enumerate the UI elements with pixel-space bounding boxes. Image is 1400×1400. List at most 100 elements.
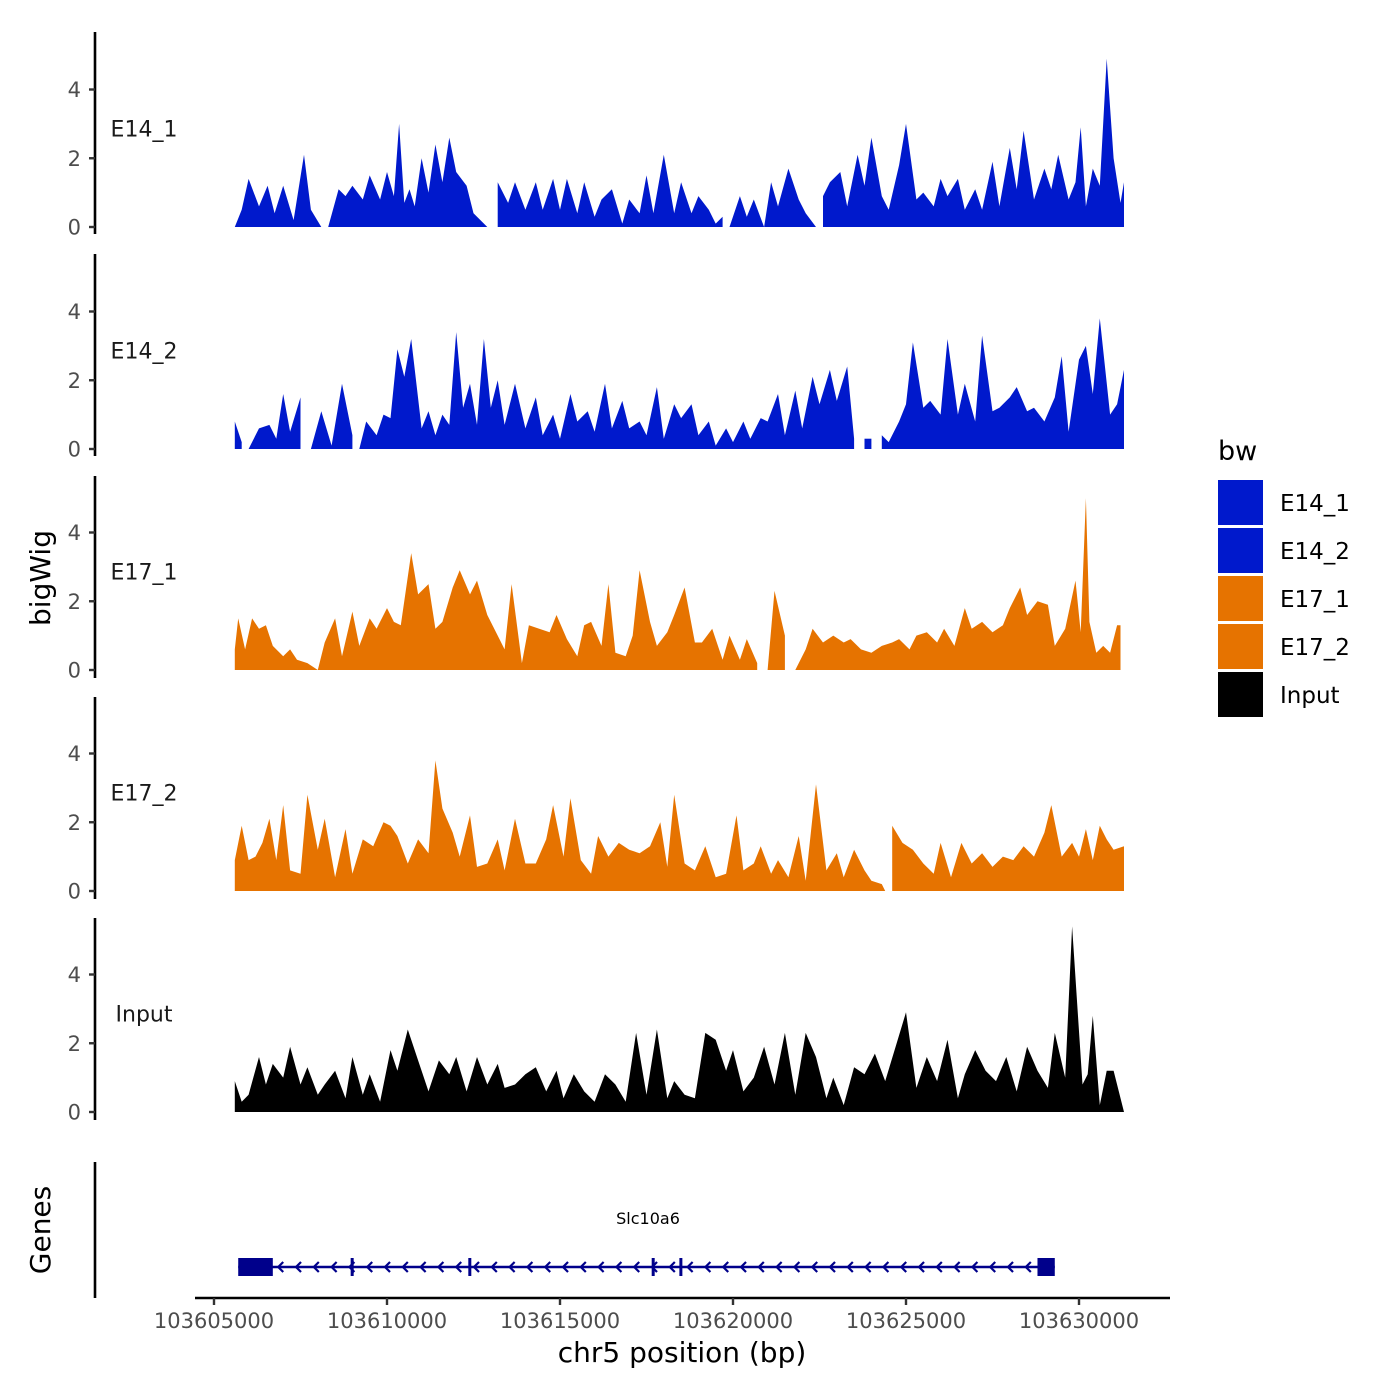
gene-strand-arrow xyxy=(490,1261,498,1273)
gene-strand-arrow xyxy=(703,1261,712,1273)
legend-key-E17_2 xyxy=(1218,624,1263,669)
gene-strand-arrow xyxy=(792,1261,801,1273)
x-axis-tick-label: 103620000 xyxy=(673,1309,793,1333)
track-label-E14_1: E14_1 xyxy=(111,117,178,142)
track-Input-panel: 0 2 4 Input xyxy=(68,918,1125,1125)
gene-exon-5 xyxy=(1037,1258,1055,1276)
track-E14_1-area-3 xyxy=(729,168,816,227)
track-E14_2-y-tick-label: 4 xyxy=(68,300,81,324)
track-Input-y-tick-label: 2 xyxy=(68,1032,81,1056)
tracks-layer: 0 2 4 E14_1 0 2 4 E14_2 0 2 4 E17_1 0 2 4 E17_2 0 2 4 Input xyxy=(68,32,1125,1125)
gene-strand-arrow xyxy=(579,1261,587,1273)
track-E14_2-area-1 xyxy=(248,394,301,449)
gene-strand-arrow xyxy=(365,1261,373,1273)
track-label-E17_1: E17_1 xyxy=(111,560,178,585)
track-E17_2-panel: 0 2 4 E17_2 xyxy=(68,697,1124,904)
track-E17_1-y-tick-label: 2 xyxy=(68,590,81,614)
track-E14_1-y-tick-label: 4 xyxy=(68,78,81,102)
track-label-E14_2: E14_2 xyxy=(111,339,178,364)
gene-strand-arrow xyxy=(828,1261,836,1273)
gene-exon-1 xyxy=(350,1258,354,1276)
gene-panel: Slc10a6 xyxy=(93,1162,1055,1298)
legend-title: bw xyxy=(1218,436,1257,467)
track-E14_1-y-tick-label: 0 xyxy=(68,216,81,240)
track-label-E17_2: E17_2 xyxy=(111,781,178,806)
x-axis-tick-label: 103610000 xyxy=(327,1309,447,1333)
legend-label-E17_1: E17_1 xyxy=(1280,587,1350,613)
gene-strand-arrow xyxy=(775,1261,783,1273)
legend-label-E14_1: E14_1 xyxy=(1280,491,1350,517)
track-E14_2-panel: 0 2 4 E14_2 xyxy=(68,254,1124,462)
x-axis-title: chr5 position (bp) xyxy=(558,1336,807,1369)
track-E14_1-y-tick-label: 2 xyxy=(68,147,81,171)
gene-exon-0 xyxy=(238,1258,273,1276)
track-E14_1-area-4 xyxy=(823,58,1124,227)
x-axis-tick-label: 103630000 xyxy=(1019,1309,1139,1333)
track-E14_1-panel: 0 2 4 E14_1 xyxy=(68,32,1124,240)
track-E17_2-y-tick-label: 4 xyxy=(68,742,81,766)
gene-strand-arrow xyxy=(846,1261,854,1273)
gene-strand-arrow xyxy=(472,1261,480,1273)
x-axis-tick-label: 103605000 xyxy=(154,1309,274,1333)
gene-strand-arrow xyxy=(312,1261,320,1273)
legend-label-Input: Input xyxy=(1280,683,1340,709)
gene-strand-arrow xyxy=(294,1261,302,1273)
gene-strand-arrow xyxy=(881,1261,890,1273)
legend-key-E14_2 xyxy=(1218,528,1263,573)
gene-strand-arrow xyxy=(632,1261,640,1273)
track-E14_2-y-tick-label: 0 xyxy=(68,438,81,462)
track-E17_1-area-0 xyxy=(234,553,758,670)
gene-strand-arrow xyxy=(686,1261,694,1273)
gene-strand-arrow xyxy=(508,1261,516,1273)
track-E17_1-area-1 xyxy=(767,590,785,670)
track-label-Input: Input xyxy=(116,1002,173,1027)
gene-strand-arrow xyxy=(1024,1261,1032,1273)
gene-strand-arrow xyxy=(739,1261,747,1273)
track-E14_2-area-5 xyxy=(881,318,1124,449)
gene-strand-arrow xyxy=(597,1261,605,1273)
gene-exon-3 xyxy=(651,1258,655,1276)
gene-exon-4 xyxy=(679,1258,683,1276)
gene-strand-arrow xyxy=(1006,1261,1014,1273)
gene-strand-arrow xyxy=(970,1261,979,1273)
y-axis-title: bigWig xyxy=(24,530,57,626)
legend-key-E14_1 xyxy=(1218,480,1263,525)
gene-strand-arrow xyxy=(543,1261,551,1273)
gene-strand-arrow xyxy=(864,1261,872,1273)
track-E14_1-area-1 xyxy=(328,123,488,227)
track-E14_2-y-tick-label: 2 xyxy=(68,369,81,393)
track-E17_2-area-1 xyxy=(892,805,1124,891)
x-axis-tick-label: 103625000 xyxy=(846,1309,966,1333)
gene-strand-arrow xyxy=(810,1261,818,1273)
track-E17_2-area-0 xyxy=(234,760,886,891)
x-axis: chr5 position (bp) 103605000 103610000 103… xyxy=(154,1296,1170,1369)
gene-strand-arrow xyxy=(757,1261,765,1273)
gene-label: Slc10a6 xyxy=(616,1209,680,1228)
legend-label-E14_2: E14_2 xyxy=(1280,539,1350,565)
track-E14_1-area-2 xyxy=(497,154,723,227)
track-E14_2-area-0 xyxy=(234,421,242,449)
track-E14_2-area-2 xyxy=(310,383,353,449)
gene-strand-arrow xyxy=(614,1261,623,1273)
track-E17_1-area-2 xyxy=(795,498,1121,670)
gene-strand-arrow xyxy=(953,1261,961,1273)
track-E17_1-y-tick-label: 0 xyxy=(68,659,81,683)
track-Input-area-0 xyxy=(234,926,1125,1112)
legend-key-E17_1 xyxy=(1218,576,1263,621)
gene-strand-arrow xyxy=(454,1261,462,1273)
legend-key-Input xyxy=(1218,672,1263,717)
gene-strand-arrow xyxy=(935,1261,943,1273)
track-E17_2-y-tick-label: 2 xyxy=(68,811,81,835)
gene-strand-arrow xyxy=(899,1261,907,1273)
track-E14_2-area-4 xyxy=(864,438,872,449)
gene-strand-arrow xyxy=(917,1261,925,1273)
track-E17_2-y-tick-label: 0 xyxy=(68,880,81,904)
gene-strand-arrow xyxy=(561,1261,569,1273)
gene-strand-arrow xyxy=(525,1261,534,1273)
track-Input-y-tick-label: 0 xyxy=(68,1101,81,1125)
track-E14_1-area-0 xyxy=(234,154,322,227)
legend-label-E17_2: E17_2 xyxy=(1280,635,1350,661)
gene-strand-arrow xyxy=(436,1261,445,1273)
